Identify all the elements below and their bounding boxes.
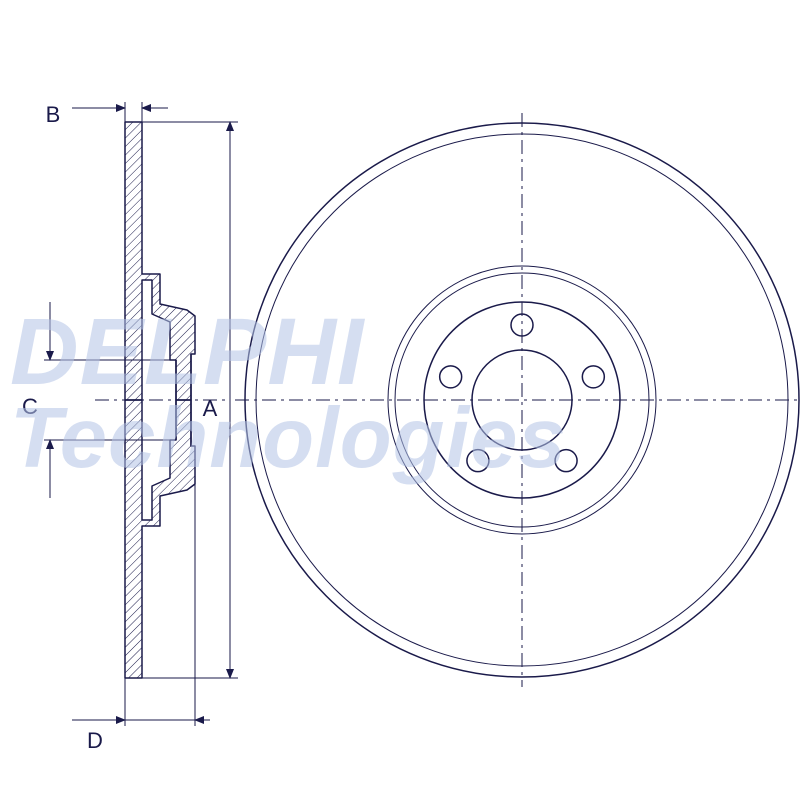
svg-text:C: C [22,394,38,419]
front-view [235,113,800,687]
brake-disc-diagram: A B C D [0,0,800,800]
svg-text:D: D [87,728,103,753]
svg-text:A: A [203,396,218,421]
svg-text:B: B [46,102,61,127]
